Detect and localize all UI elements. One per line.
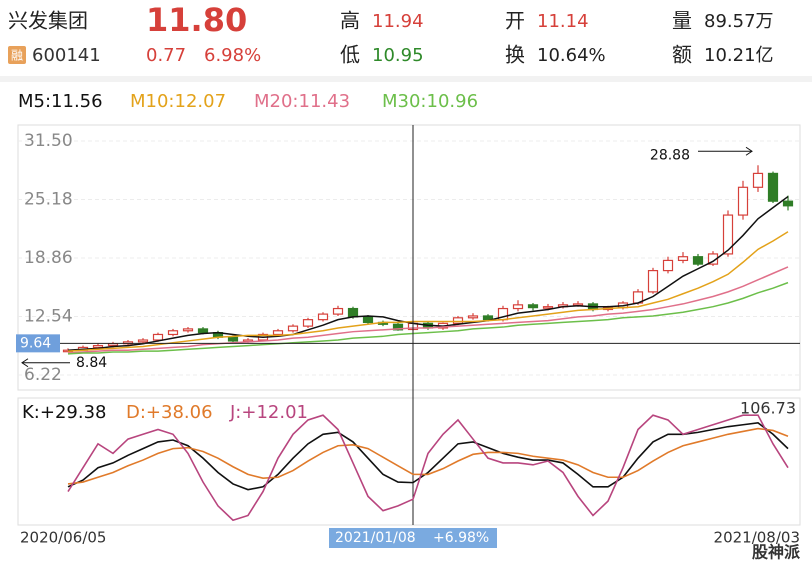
candle-body (302, 319, 314, 327)
legend-entry: M5:11.56 (18, 91, 103, 112)
y-tick-label: 25.18 (24, 190, 73, 210)
candle-body (287, 325, 299, 332)
stat-label: 量 (672, 9, 692, 33)
candle-body (152, 333, 164, 341)
candle-body (167, 330, 179, 336)
ma-line (67, 231, 789, 352)
candle-body (467, 315, 479, 319)
candle-body (542, 306, 554, 309)
crosshair-price: 9.64 (20, 335, 51, 351)
kdj-panel (17, 397, 801, 526)
crosshair-price-bg (16, 334, 60, 353)
candle-body (362, 316, 374, 324)
candle-body (182, 328, 194, 332)
badge-bg (8, 46, 26, 64)
y-tick-label: 6.22 (24, 365, 62, 385)
badge: 融 (11, 49, 23, 63)
candle-body (107, 343, 119, 347)
candle-body (527, 304, 539, 309)
separator (0, 76, 812, 82)
candle-body (662, 259, 674, 272)
candle-body (512, 304, 524, 310)
crosshair-change: +6.98% (433, 530, 489, 546)
legend-entry: M10:12.07 (130, 91, 226, 112)
candle-body (452, 317, 464, 324)
candle-body (722, 214, 734, 255)
y-tick-label: 106.73 (740, 398, 796, 417)
crosshair-date: 2021/01/08 (335, 530, 416, 546)
x-tick-label: 2020/06/05 (20, 529, 106, 547)
stat-value: 11.94 (372, 11, 424, 32)
stock-name: 兴发集团 (8, 9, 88, 33)
candle-body (647, 269, 659, 293)
stat-label: 换 (505, 43, 525, 67)
candle-body (392, 323, 404, 331)
candle-body (92, 344, 104, 349)
legend-entry: K:+29.38 (22, 402, 106, 423)
stat-value: 89.57万 (704, 11, 774, 32)
x-tick-label: 2021/08/03 (714, 529, 800, 547)
stat-value: 11.14 (537, 11, 589, 32)
candle-body (227, 336, 239, 342)
y-tick-label: 31.50 (24, 131, 73, 151)
max-arrowhead (745, 146, 753, 156)
stat-label: 低 (340, 43, 360, 67)
stat-value: 10.21亿 (704, 45, 774, 66)
stat-label: 额 (672, 43, 692, 67)
crosshair-date-bg (329, 528, 497, 548)
candle-body (347, 307, 359, 318)
legend-entry: M20:11.43 (254, 91, 350, 112)
stat-value: 10.95 (372, 45, 424, 66)
kdj-line (67, 427, 789, 485)
ma-line (67, 195, 789, 351)
watermark: 股神派 (752, 543, 801, 562)
max-label: 28.88 (650, 147, 690, 163)
change: 0.77 (146, 45, 186, 66)
min-arrowhead (21, 358, 29, 368)
legend-entry: D:+38.06 (126, 402, 213, 423)
code: 600141 (32, 45, 101, 66)
candle-body (782, 200, 794, 207)
candle-body (137, 339, 149, 343)
candle-body (677, 256, 689, 262)
min-label: 8.84 (76, 355, 107, 371)
y-tick-label: 18.86 (24, 248, 73, 268)
candle-body (197, 328, 209, 334)
candle-body (332, 307, 344, 315)
kdj-line (67, 421, 789, 491)
ma-line (67, 281, 789, 355)
candle-body (272, 330, 284, 336)
price: 11.80 (146, 1, 247, 39)
kdj-line (67, 414, 789, 522)
change-pct: 6.98% (204, 45, 261, 66)
candle-body (482, 315, 494, 321)
candle-body (692, 256, 704, 265)
main-panel (17, 124, 801, 391)
legend-entry: M30:10.96 (382, 91, 478, 112)
legend-entry: J:+12.01 (229, 402, 308, 423)
candle-body (752, 172, 764, 188)
ma-line (67, 266, 789, 354)
candle-body (707, 253, 719, 265)
candle-body (317, 313, 329, 321)
candle-body (737, 186, 749, 216)
candle-body (767, 172, 779, 202)
stat-value: 10.64% (537, 45, 606, 66)
y-tick-label: 12.54 (24, 307, 73, 327)
stat-label: 高 (340, 9, 360, 33)
stat-label: 开 (505, 9, 525, 33)
